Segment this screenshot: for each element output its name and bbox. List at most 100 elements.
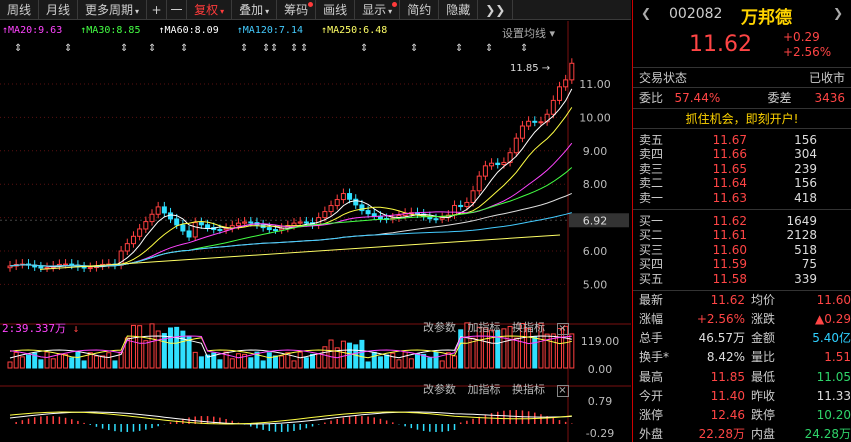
volume-bar — [303, 357, 309, 369]
notification-dot-icon — [308, 1, 314, 7]
volume-bar — [38, 359, 44, 369]
macd-close-icon[interactable]: × — [556, 385, 569, 397]
order-price: 11.64 — [712, 176, 747, 191]
volume-bar — [390, 352, 396, 369]
event-marker-icon: ⇕ — [300, 43, 308, 54]
macd-add-indicator-button[interactable]: 加指标 — [467, 383, 501, 396]
volume-switch-indicator-button[interactable]: 换指标 — [512, 321, 545, 334]
next-stock-icon[interactable]: ❯ — [832, 6, 843, 20]
volume-bar — [291, 360, 297, 369]
buy-order-row[interactable]: 买三 11.60 518 — [633, 243, 851, 257]
ma-legend: ↑MA20:9.63 ↑MA30:8.85 ↑MA60:8.09 ↑MA120:… — [2, 25, 399, 36]
chevron-down-icon: ▾ — [388, 6, 393, 16]
volume-bar — [180, 330, 186, 369]
buy-order-row[interactable]: 买二 11.61 2128 — [633, 228, 851, 242]
toolbar-button-0[interactable]: 周线 — [0, 0, 40, 20]
toolbar-button-11[interactable]: 隐藏 — [439, 0, 479, 20]
sell-order-row[interactable]: 卖三 11.65 239 — [633, 162, 851, 176]
quote-row: 外盘 22.28万 内盘 24.28万 — [633, 425, 851, 442]
toolbar-button-label: 隐藏 — [446, 2, 471, 17]
kline-chart-svg[interactable]: 11.0010.009.008.007.006.005.006.9211.85 … — [0, 21, 631, 442]
volume-bar — [550, 333, 556, 369]
macd-axis-label: 0.79 — [588, 395, 613, 408]
open-account-link[interactable]: 抓住机会，即刻开户! — [633, 109, 851, 129]
volume-bar — [421, 353, 427, 369]
quote-value: 22.28万 — [698, 427, 745, 442]
candle-body — [81, 266, 87, 269]
toolbar-button-1[interactable]: 月线 — [39, 0, 79, 20]
buy-order-row[interactable]: 买五 11.58 339 — [633, 272, 851, 286]
toolbar-button-3[interactable]: + — [147, 0, 168, 20]
kline-chart-area[interactable]: 11.0010.009.008.007.006.005.006.9211.85 … — [0, 21, 631, 442]
candle-body — [464, 201, 470, 208]
volume-bar — [260, 360, 266, 369]
sell-order-row[interactable]: 卖四 11.66 304 — [633, 147, 851, 161]
buy-order-row[interactable]: 买一 11.62 1649 — [633, 214, 851, 228]
chevron-down-icon: ▾ — [220, 6, 225, 16]
sell-order-row[interactable]: 卖五 11.67 156 — [633, 133, 851, 147]
volume-bar — [414, 353, 420, 369]
candle-body — [242, 221, 248, 224]
order-price: 11.63 — [712, 190, 747, 205]
candle-body — [180, 224, 186, 232]
volume-add-indicator-button[interactable]: 加指标 — [467, 321, 501, 334]
volume-close-icon[interactable]: × — [556, 323, 569, 335]
volume-bar — [143, 340, 149, 369]
change-percent: +2.56% — [783, 45, 832, 59]
prev-stock-icon[interactable]: ❮ — [641, 6, 652, 20]
stock-name: 万邦德 — [741, 8, 792, 28]
volume-bar — [359, 339, 365, 369]
quote-value: 1.51 — [824, 350, 851, 365]
candle-body — [149, 213, 155, 223]
candle-body — [433, 218, 439, 221]
toolbar-button-label: 画线 — [323, 2, 348, 17]
candle-body — [297, 221, 303, 224]
volume-bar — [161, 333, 167, 369]
volume-bar — [495, 329, 501, 369]
ma-line — [9, 192, 573, 267]
volume-bar — [433, 351, 439, 369]
candle-body — [538, 121, 544, 124]
candle-body — [482, 165, 488, 177]
candle-body — [526, 120, 532, 127]
volume-bar — [365, 361, 371, 369]
volume-bar — [44, 351, 50, 369]
volume-bar — [50, 358, 56, 369]
toolbar-button-12[interactable]: ❯❯ — [478, 0, 514, 20]
buy-order-row[interactable]: 买四 11.59 75 — [633, 257, 851, 271]
trading-status-value: 已收市 — [808, 71, 845, 85]
quote-row: 涨停 12.46 跌停 10.20 — [633, 406, 851, 425]
toolbar-button-label: + — [151, 2, 162, 17]
quote-label: 换手* — [639, 350, 670, 365]
toolbar-button-4[interactable]: 一 — [167, 0, 188, 20]
order-vol: 156 — [794, 133, 817, 147]
macd-line — [9, 411, 572, 425]
ma20-label: ↑MA20:9.63 — [2, 25, 63, 36]
volume-edit-params-button[interactable]: 改参数 — [423, 321, 456, 334]
set-ma-button[interactable]: 设置均线 ▾ — [502, 25, 555, 41]
toolbar-button-5[interactable]: 复权 ▾ — [187, 0, 233, 20]
ma250-line — [39, 234, 561, 270]
toolbar-button-7[interactable]: 筹码 — [277, 0, 317, 20]
volume-bar — [310, 353, 316, 369]
macd-switch-indicator-button[interactable]: 换指标 — [512, 383, 545, 396]
quote-label: 涨幅 — [639, 312, 664, 327]
volume-bar — [513, 337, 519, 369]
ma-line — [9, 107, 573, 268]
toolbar-button-6[interactable]: 叠加 ▾ — [232, 0, 278, 20]
toolbar-button-8[interactable]: 画线 — [316, 0, 356, 20]
toolbar-button-9[interactable]: 显示 ▾ — [355, 0, 401, 20]
toolbar-button-10[interactable]: 简约 — [400, 0, 440, 20]
quote-row: 最新 11.62 均价 11.60 — [633, 291, 851, 310]
chevron-down-icon: ▾ — [549, 27, 556, 40]
volume-bar — [556, 328, 562, 369]
sell-order-row[interactable]: 卖一 11.63 418 — [633, 191, 851, 205]
order-label: 买二 — [639, 228, 664, 243]
commission-ratio: 57.44% — [674, 91, 721, 105]
macd-edit-params-button[interactable]: 改参数 — [423, 383, 456, 396]
toolbar-button-2[interactable]: 更多周期 ▾ — [78, 0, 148, 20]
volume-bar — [266, 352, 272, 369]
buy-order-book: 买一 11.62 1649 买二 11.61 2128 买三 11.60 518 买四 11.59 7… — [633, 210, 851, 291]
sell-order-row[interactable]: 卖二 11.64 156 — [633, 176, 851, 190]
ma20-value: MA20:9.63 — [8, 25, 63, 36]
